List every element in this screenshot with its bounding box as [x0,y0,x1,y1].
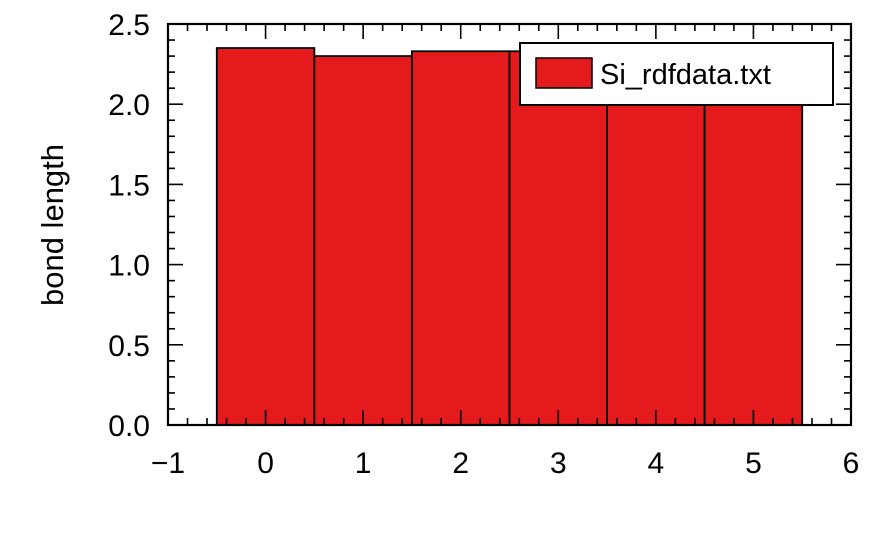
y-axis-title: bond length [35,144,70,306]
legend-swatch [535,57,593,89]
legend-label: Si_rdfdata.txt [600,59,771,91]
x-tick-label: 1 [355,447,372,480]
bar-5 [703,50,804,426]
bars-layer [215,47,804,426]
y-tick-label: 2.0 [108,89,150,122]
x-tick-label: −1 [151,447,185,480]
x-tick-label: 0 [257,447,274,480]
x-tick-label: 4 [648,447,665,480]
y-tick-label: 0.5 [108,330,150,363]
bar-3 [508,50,608,426]
bar-4 [606,50,706,426]
bar-1 [313,55,413,426]
tick-labels-layer: −1 0 1 2 3 4 5 6 0.0 0.5 1.0 1.5 2.0 2.5 [108,9,859,480]
y-tick-label: 0.0 [108,410,150,443]
x-tick-label: 6 [843,447,860,480]
bar-0 [215,47,316,426]
x-tick-label: 5 [745,447,762,480]
plot-frame [166,22,853,427]
y-tick-label: 2.5 [108,9,150,42]
bar-2 [411,50,511,426]
x-tick-label: 2 [452,447,469,480]
legend: Si_rdfdata.txt [519,42,834,106]
y-tick-label: 1.0 [108,250,150,283]
y-tick-label: 1.5 [108,169,150,202]
x-tick-label: 3 [550,447,567,480]
